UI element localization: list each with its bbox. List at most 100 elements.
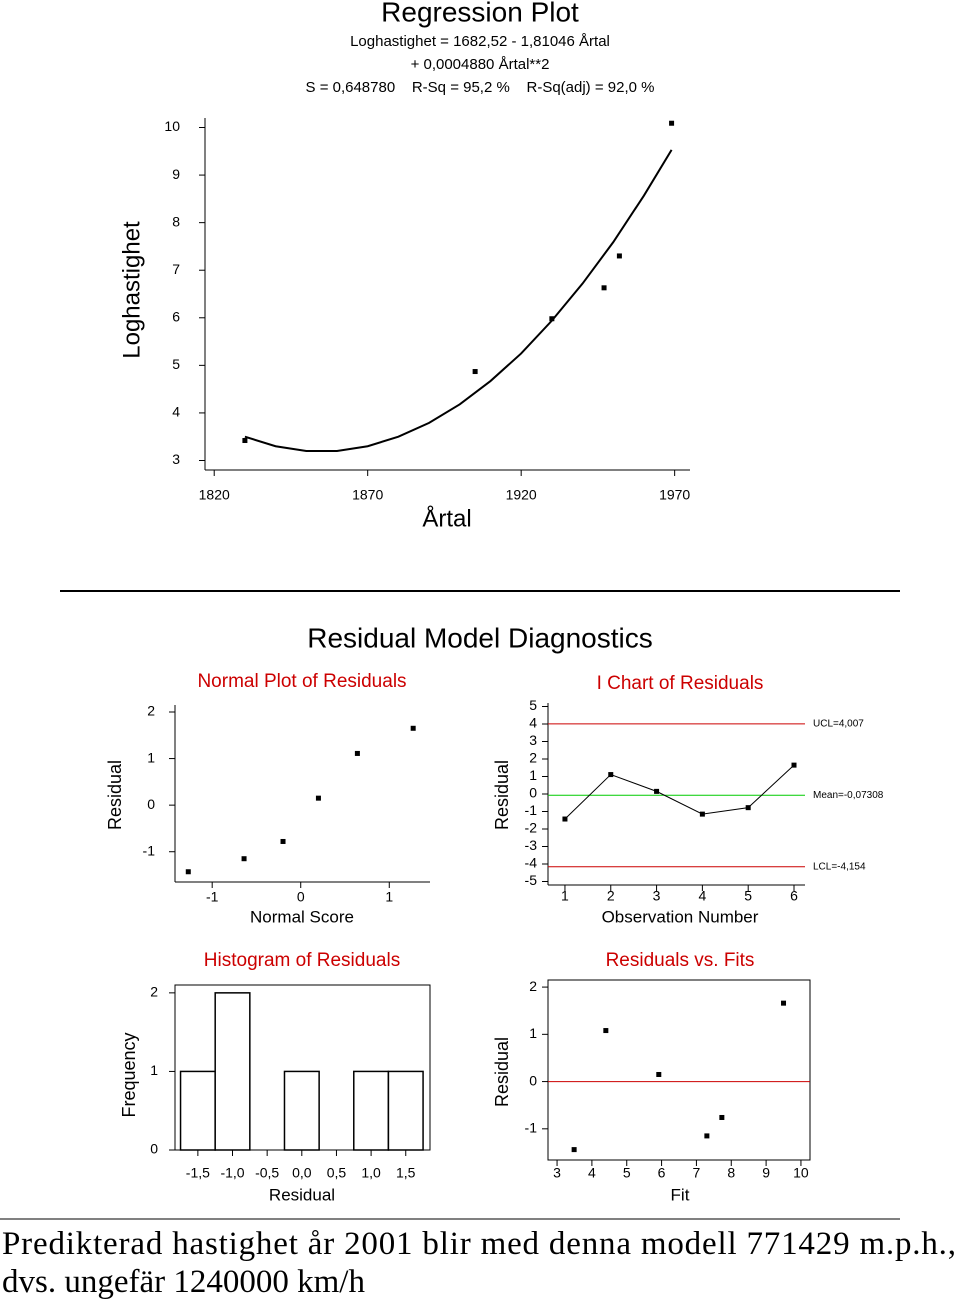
point xyxy=(315,795,321,801)
x-tick-label: 1,5 xyxy=(396,1165,416,1181)
y-axis-label: Loghastighet xyxy=(118,221,145,359)
control-label: LCL=-4,154 xyxy=(813,861,866,872)
y-tick-label: 9 xyxy=(172,166,180,182)
footer-line: Predikterad hastighet år 2001 blir med d… xyxy=(2,1226,956,1262)
point xyxy=(719,1114,725,1120)
line xyxy=(244,149,673,452)
point xyxy=(185,869,191,875)
x-tick-label: 0 xyxy=(297,889,305,905)
y-tick-label: -1 xyxy=(143,842,156,858)
chart-title: Regression Plot xyxy=(381,0,579,27)
y-tick-label: 2 xyxy=(147,703,155,719)
y-tick-label: 0 xyxy=(147,796,155,812)
y-axis-label: Frequency xyxy=(119,1032,139,1117)
y-tick-label: -1 xyxy=(525,1120,538,1136)
x-tick-label: 1920 xyxy=(506,487,537,503)
y-tick-label: 5 xyxy=(529,697,537,713)
y-axis-label: Residual xyxy=(492,760,512,830)
point xyxy=(280,838,286,844)
chart-title: Normal Plot of Residuals xyxy=(197,671,406,692)
x-tick-label: 6 xyxy=(790,888,798,904)
point xyxy=(654,788,660,794)
y-tick-label: 10 xyxy=(164,118,180,134)
subtitle: + 0,0004880 Årtal**2 xyxy=(411,56,550,73)
subtitle: Loghastighet = 1682,52 - 1,81046 Årtal xyxy=(350,33,610,50)
plot-frame xyxy=(547,979,811,1161)
chart-title: I Chart of Residuals xyxy=(597,673,764,694)
x-tick-label: 9 xyxy=(762,1165,770,1181)
heading: Residual Model Diagnostics xyxy=(307,622,653,653)
point xyxy=(608,772,614,778)
bar xyxy=(283,1070,320,1151)
y-tick-label: -1 xyxy=(525,802,538,818)
x-tick-label: -0,5 xyxy=(255,1165,279,1181)
x-axis-label: Fit xyxy=(671,1185,690,1204)
bar xyxy=(353,1070,390,1151)
y-tick-label: 1 xyxy=(529,1025,537,1041)
x-tick-label: 2 xyxy=(607,888,615,904)
x-tick-label: 0,0 xyxy=(292,1165,312,1181)
point xyxy=(656,1071,662,1077)
x-tick-label: 5 xyxy=(623,1165,631,1181)
x-tick-label: -1,5 xyxy=(186,1165,210,1181)
point xyxy=(745,805,751,811)
control-label: UCL=4,007 xyxy=(813,719,864,730)
point xyxy=(354,750,360,756)
y-tick-label: -4 xyxy=(525,855,538,871)
point xyxy=(601,285,607,291)
y-tick-label: 6 xyxy=(172,308,180,324)
footer-line: dvs. ungefär 1240000 km/h xyxy=(2,1264,365,1300)
x-tick-label: 6 xyxy=(658,1165,666,1181)
x-tick-label: 1,0 xyxy=(361,1165,381,1181)
y-tick-label: -2 xyxy=(525,820,538,836)
point xyxy=(571,1147,577,1153)
y-tick-label: 3 xyxy=(172,451,180,467)
y-tick-label: 5 xyxy=(172,356,180,372)
x-tick-label: 3 xyxy=(653,888,661,904)
x-tick-label: 1 xyxy=(561,888,569,904)
x-tick-label: 5 xyxy=(744,888,752,904)
x-tick-label: -1,0 xyxy=(220,1165,244,1181)
x-axis-label: Årtal xyxy=(422,504,471,532)
y-axis-label: Residual xyxy=(105,760,125,830)
x-tick-label: 1870 xyxy=(352,487,383,503)
point xyxy=(472,369,478,375)
point xyxy=(699,811,705,817)
point xyxy=(410,725,416,731)
y-tick-label: 2 xyxy=(529,750,537,766)
point xyxy=(791,762,797,768)
x-tick-label: 1970 xyxy=(659,487,690,503)
y-axis-label: Residual xyxy=(492,1037,512,1107)
y-tick-label: 8 xyxy=(172,213,180,229)
subtitle: S = 0,648780 R-Sq = 95,2 % R-Sq(adj) = 9… xyxy=(306,79,655,96)
y-tick-label: -5 xyxy=(525,872,538,888)
y-tick-label: 4 xyxy=(172,404,180,420)
point xyxy=(562,816,568,822)
point xyxy=(616,253,622,259)
x-axis-label: Residual xyxy=(269,1185,335,1204)
x-tick-label: 7 xyxy=(693,1165,701,1181)
line xyxy=(564,764,795,820)
bar xyxy=(214,992,251,1151)
y-tick-label: 1 xyxy=(147,749,155,765)
x-tick-label: 0,5 xyxy=(327,1165,347,1181)
x-tick-label: 4 xyxy=(698,888,706,904)
x-tick-label: 4 xyxy=(588,1165,596,1181)
y-tick-label: 0 xyxy=(150,1141,158,1157)
x-axis-label: Observation Number xyxy=(602,907,759,926)
point xyxy=(781,1000,787,1006)
y-tick-label: 2 xyxy=(150,984,158,1000)
bar xyxy=(179,1070,216,1151)
y-tick-label: 4 xyxy=(529,715,537,731)
chart-title: Residuals vs. Fits xyxy=(606,950,755,971)
point xyxy=(241,856,247,862)
y-tick-label: 7 xyxy=(172,261,180,277)
chart-title: Histogram of Residuals xyxy=(204,950,400,971)
point xyxy=(549,316,555,322)
y-tick-label: 0 xyxy=(529,785,537,801)
point xyxy=(669,120,675,126)
y-tick-label: 1 xyxy=(150,1062,158,1078)
y-tick-label: 1 xyxy=(529,767,537,783)
y-tick-label: -3 xyxy=(525,837,538,853)
y-tick-label: 3 xyxy=(529,732,537,748)
